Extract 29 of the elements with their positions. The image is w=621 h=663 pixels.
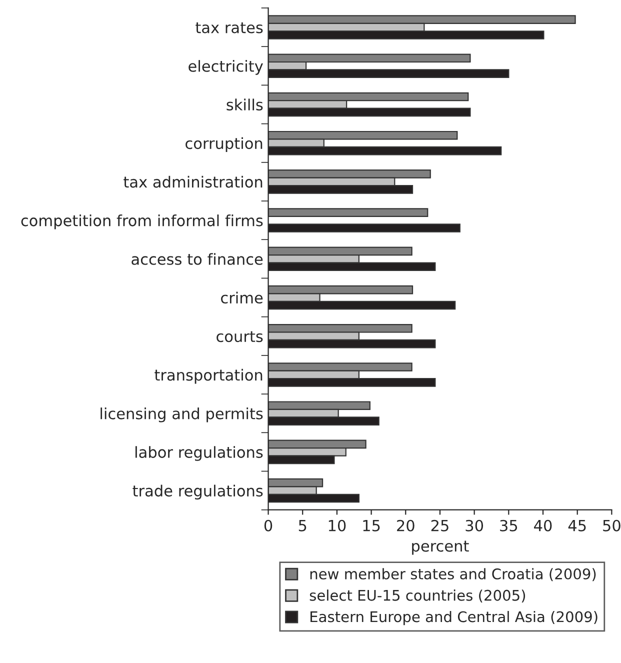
x-tick-label: 0 [264,520,272,532]
y-tick-label: access to finance [132,253,263,265]
x-tick-label: 10 [328,520,346,532]
y-tick-label: courts [216,331,263,342]
y-tick-label: labor regulations [136,446,263,461]
legend-label: select EU-15 countries (2005) [310,590,526,603]
y-tick-label: corruption [186,137,262,152]
y-tick-label: tax rates [196,22,263,34]
x-tick-label: 30 [466,520,484,532]
x-tick-label: 45 [568,520,586,532]
x-tick-label: 25 [431,520,448,532]
y-tick-label: electricity [188,60,263,75]
y-tick-label: trade regulations [132,484,263,500]
x-tick-label: 40 [534,520,552,532]
x-tick-label: 50 [603,520,620,532]
x-axis-title: percent [412,540,469,555]
y-tick-label: skills [226,98,263,110]
y-tick-label: tax administration [124,176,262,188]
y-tick-label: competition from informal firms [21,214,263,230]
legend-label: Eastern Europe and Central Asia (2009) [310,610,598,626]
x-tick-label: 35 [500,520,518,532]
y-tick-label: crime [221,292,263,304]
x-tick-label: 20 [397,520,414,532]
bar [268,208,428,217]
y-tick-label: transportation [154,368,262,384]
y-tick-label: licensing and permits [100,408,263,422]
x-tick-label: 5 [298,520,306,532]
legend-label: new member states and Croatia (2009) [310,568,596,582]
x-tick-label: 15 [363,520,380,532]
